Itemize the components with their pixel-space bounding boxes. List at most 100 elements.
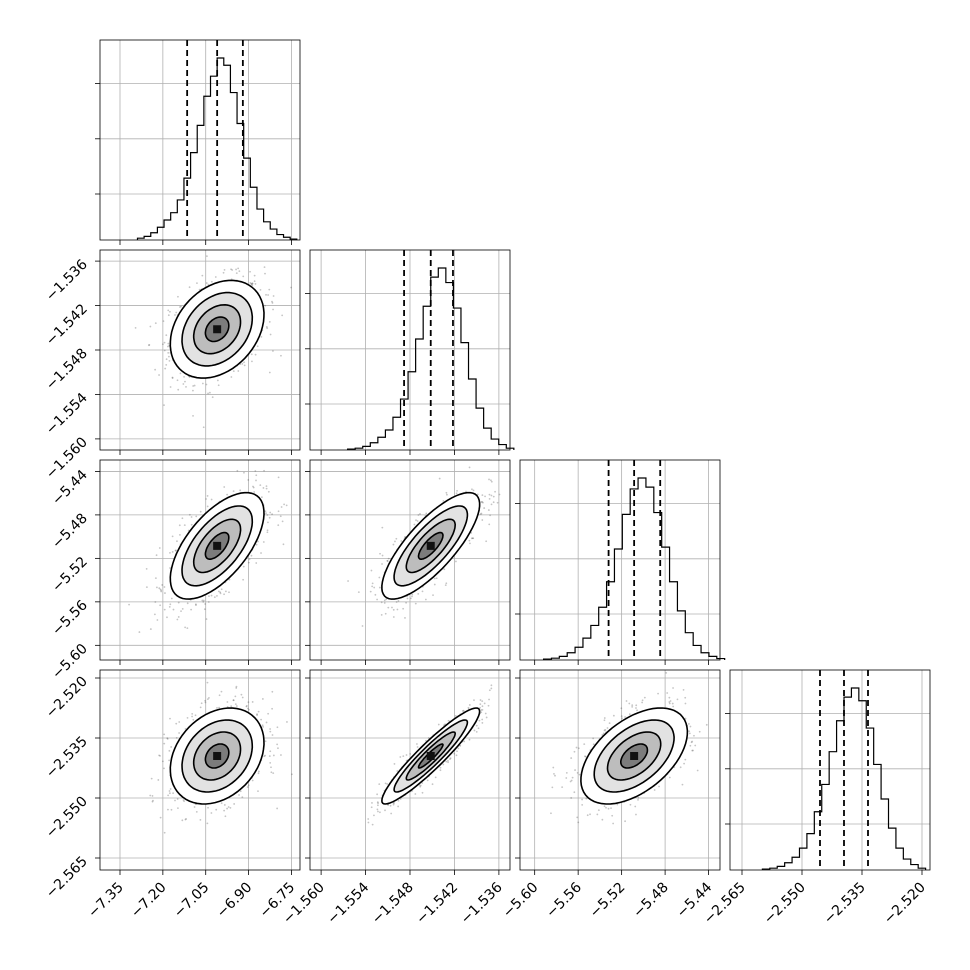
scatter-point bbox=[195, 810, 198, 813]
scatter-point bbox=[202, 600, 205, 603]
x-tick-label: −1.536 bbox=[458, 879, 506, 927]
density-contour bbox=[393, 505, 469, 587]
scatter-point bbox=[271, 302, 274, 304]
scatter-point bbox=[419, 784, 422, 787]
scatter-point bbox=[213, 596, 216, 599]
density-contour bbox=[417, 531, 444, 561]
scatter-point bbox=[376, 793, 379, 796]
scatter-point bbox=[170, 808, 173, 811]
scatter-point bbox=[170, 746, 173, 748]
scatter-point bbox=[270, 766, 272, 769]
scatter-point bbox=[290, 773, 293, 776]
scatter-point bbox=[174, 549, 177, 552]
scatter-point bbox=[169, 567, 171, 569]
scatter-point bbox=[180, 305, 182, 308]
scatter-point bbox=[574, 769, 576, 771]
scatter-point bbox=[190, 516, 193, 518]
scatter-point bbox=[665, 671, 668, 674]
scatter-point bbox=[248, 708, 250, 711]
scatter-point bbox=[210, 280, 213, 283]
scatter-point bbox=[481, 500, 484, 503]
scatter-point bbox=[219, 591, 222, 594]
scatter-point bbox=[263, 266, 266, 269]
scatter-point bbox=[216, 707, 218, 709]
scatter-point bbox=[223, 809, 226, 812]
scatter-point bbox=[254, 353, 257, 356]
scatter-point bbox=[484, 495, 486, 498]
scatter-point bbox=[147, 344, 150, 347]
scatter-point bbox=[235, 268, 237, 271]
scatter-point bbox=[251, 701, 254, 703]
scatter-point bbox=[168, 790, 171, 792]
scatter-point bbox=[228, 578, 231, 581]
scatter-point bbox=[260, 552, 262, 554]
scatter-point bbox=[483, 507, 486, 509]
scatter-point bbox=[481, 708, 484, 711]
density-contour bbox=[181, 291, 254, 367]
y-tick-label: −2.520 bbox=[43, 674, 91, 722]
scatter-point bbox=[392, 616, 395, 618]
scatter-point bbox=[202, 599, 205, 602]
scatter-point bbox=[551, 786, 554, 789]
scatter-point bbox=[442, 763, 445, 766]
scatter-point bbox=[195, 603, 197, 606]
scatter-point bbox=[157, 779, 160, 781]
y-tick-label: −2.565 bbox=[43, 854, 91, 902]
scatter-point bbox=[149, 628, 152, 630]
scatter-point bbox=[561, 786, 564, 789]
scatter-point bbox=[265, 512, 267, 515]
scatter-point bbox=[255, 543, 258, 546]
scatter-point bbox=[248, 558, 251, 561]
scatter-point bbox=[589, 813, 591, 816]
scatter-point bbox=[384, 782, 387, 785]
scatter-point bbox=[211, 396, 214, 399]
scatter-point bbox=[176, 379, 179, 382]
scatter-point bbox=[483, 702, 486, 705]
scatter-point bbox=[573, 750, 576, 753]
scatter-point bbox=[482, 501, 484, 504]
scatter-point bbox=[684, 758, 687, 761]
scatter-point bbox=[468, 466, 471, 469]
scatter-point bbox=[251, 779, 254, 782]
scatter-point bbox=[245, 704, 248, 707]
x-tick-label: −5.52 bbox=[587, 880, 629, 922]
scatter-point bbox=[201, 274, 204, 277]
scatter-point bbox=[183, 375, 185, 378]
scatter-point bbox=[672, 705, 675, 708]
x-tick-label: −2.520 bbox=[881, 880, 929, 928]
scatter-point bbox=[597, 809, 600, 812]
scatter-point bbox=[272, 772, 275, 775]
scatter-point bbox=[169, 788, 172, 790]
scatter-point bbox=[186, 627, 189, 630]
scatter-point bbox=[668, 702, 671, 705]
scatter-point bbox=[265, 326, 268, 328]
scatter-point bbox=[684, 702, 687, 705]
scatter-point bbox=[444, 723, 446, 726]
scatter-point bbox=[381, 563, 383, 565]
density-contour bbox=[192, 518, 242, 574]
x-tick-label: −1.554 bbox=[324, 879, 372, 927]
scatter-point bbox=[250, 283, 253, 286]
scatter-point bbox=[205, 618, 208, 620]
scatter-point bbox=[374, 593, 377, 596]
density-contour bbox=[405, 518, 457, 574]
scatter-point bbox=[260, 718, 262, 721]
scatter-point bbox=[218, 694, 221, 697]
scatter-point bbox=[467, 706, 470, 709]
scatter-point bbox=[370, 569, 373, 572]
scatter-point bbox=[251, 282, 254, 285]
scatter-point bbox=[581, 803, 584, 806]
scatter-point bbox=[195, 604, 197, 606]
scatter-point bbox=[154, 577, 157, 579]
scatter-point bbox=[490, 503, 493, 506]
scatter-point bbox=[161, 584, 164, 586]
scatter-point bbox=[269, 511, 272, 514]
scatter-point bbox=[573, 791, 576, 794]
scatter-point bbox=[184, 818, 187, 821]
y-tick-label: −1.536 bbox=[43, 257, 91, 305]
scatter-point bbox=[176, 798, 179, 800]
scatter-point bbox=[454, 560, 457, 563]
scatter-point bbox=[616, 803, 619, 806]
scatter-point bbox=[266, 529, 269, 532]
scatter-point bbox=[253, 280, 256, 283]
